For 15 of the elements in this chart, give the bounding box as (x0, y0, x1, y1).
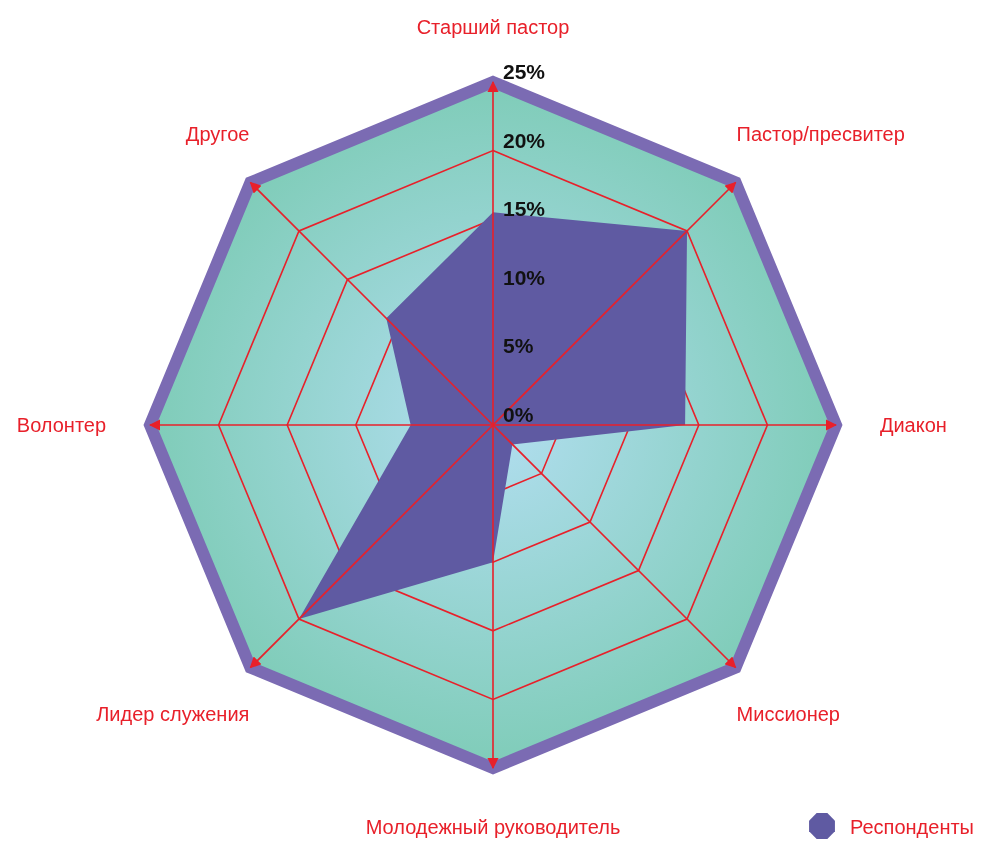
spoke-label: Молодежный руководитель (365, 815, 621, 838)
y-tick-label: 10% (503, 265, 546, 289)
spoke-label: Диакон (879, 414, 947, 436)
spoke-label: Другое (185, 123, 250, 146)
legend-label: Респонденты (850, 816, 974, 838)
y-tick-label: 15% (503, 197, 546, 221)
y-tick-label: 25% (503, 60, 546, 83)
spoke-label: Старший пастор (416, 16, 570, 39)
y-tick-label: 0% (503, 403, 534, 426)
spoke-label: Волонтер (16, 414, 107, 436)
y-tick-label: 20% (503, 128, 546, 152)
spoke-label: Лидер служения (96, 702, 250, 725)
y-tick-label: 5% (503, 334, 534, 358)
spoke-label: Миссионер (736, 702, 840, 725)
spoke-label: Пастор/пресвитер (736, 123, 905, 146)
